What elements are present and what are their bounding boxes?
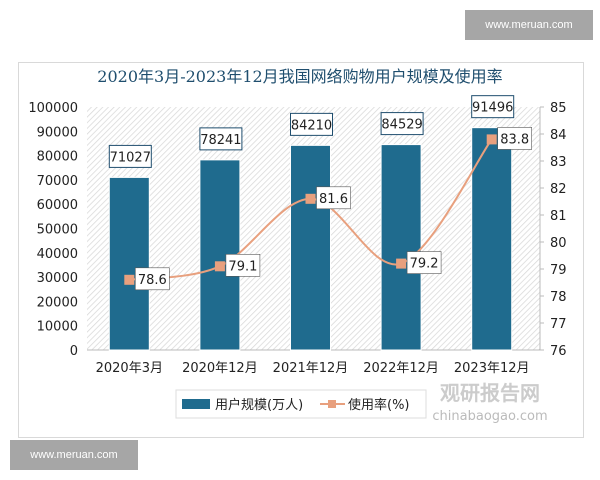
x-tick-label: 2020年12月 bbox=[182, 361, 258, 376]
bar-data-label: 71027 bbox=[110, 150, 151, 165]
logo-watermark: 观研报告网 bbox=[440, 381, 540, 405]
right-tick-label: 81 bbox=[550, 209, 567, 224]
right-tick-label: 85 bbox=[550, 101, 567, 116]
line-data-label: 79.2 bbox=[410, 257, 439, 272]
bar bbox=[471, 127, 513, 351]
bar-data-label: 84529 bbox=[381, 118, 422, 133]
legend-line-marker bbox=[328, 400, 336, 408]
chart-frame bbox=[18, 62, 584, 438]
bar-label-box bbox=[199, 127, 243, 151]
right-tick-label: 83 bbox=[550, 155, 567, 170]
left-tick-label: 90000 bbox=[37, 125, 78, 140]
line-data-label: 81.6 bbox=[319, 192, 348, 207]
left-tick-label: 80000 bbox=[37, 150, 78, 165]
legend-bar-label: 用户规模(万人) bbox=[215, 397, 303, 413]
watermark-top: www.meruan.com bbox=[465, 10, 593, 40]
right-tick-label: 78 bbox=[550, 290, 567, 305]
right-tick-label: 84 bbox=[550, 128, 567, 143]
logo-url-watermark: chinabaogao.com bbox=[432, 409, 547, 424]
legend bbox=[175, 389, 427, 419]
left-tick-label: 30000 bbox=[37, 271, 78, 286]
line-marker bbox=[214, 261, 225, 272]
x-tick-label: 2021年12月 bbox=[273, 361, 349, 376]
chart-title: 2020年3月-2023年12月我国网络购物用户规模及使用率 bbox=[97, 67, 502, 86]
left-tick-label: 20000 bbox=[37, 295, 78, 310]
bar bbox=[108, 176, 150, 351]
bar-data-label: 84210 bbox=[291, 118, 332, 133]
right-tick-label: 76 bbox=[550, 344, 567, 359]
line-label-box bbox=[225, 254, 261, 277]
legend-line-label: 使用率(%) bbox=[348, 397, 410, 413]
line-marker bbox=[486, 134, 497, 145]
bar-data-label: 78241 bbox=[200, 133, 241, 148]
left-tick-label: 60000 bbox=[37, 198, 78, 213]
bar-label-box bbox=[290, 112, 333, 136]
line-label-box bbox=[316, 186, 351, 210]
x-tick-label: 2022年12月 bbox=[363, 361, 439, 376]
bar-data-label: 91496 bbox=[472, 101, 513, 116]
line-label-box bbox=[135, 267, 170, 291]
left-tick-label: 0 bbox=[70, 344, 78, 359]
line-marker bbox=[396, 258, 407, 269]
line-label-box bbox=[497, 127, 533, 150]
bar-label-box bbox=[380, 112, 424, 136]
left-tick-label: 50000 bbox=[37, 223, 78, 238]
line-label-box bbox=[406, 251, 442, 274]
left-tick-label: 100000 bbox=[28, 101, 78, 116]
bar-label-box bbox=[471, 95, 515, 119]
bar-label-box bbox=[108, 144, 152, 168]
bar bbox=[290, 144, 331, 351]
line-marker bbox=[124, 274, 135, 285]
line-data-label: 78.6 bbox=[138, 273, 167, 288]
right-tick-label: 79 bbox=[550, 263, 567, 278]
watermark-bottom: www.meruan.com bbox=[10, 440, 138, 470]
left-tick-label: 40000 bbox=[37, 247, 78, 262]
legend-bar-swatch bbox=[182, 399, 210, 409]
x-tick-label: 2023年12月 bbox=[454, 361, 530, 376]
right-tick-label: 80 bbox=[550, 236, 567, 251]
right-tick-label: 77 bbox=[550, 317, 567, 332]
left-tick-label: 70000 bbox=[37, 174, 78, 189]
right-tick-label: 82 bbox=[550, 182, 567, 197]
bar bbox=[380, 144, 422, 351]
left-tick-label: 10000 bbox=[37, 320, 78, 335]
line-marker bbox=[305, 193, 316, 204]
line-data-label: 83.8 bbox=[500, 132, 529, 147]
x-tick-label: 2020年3月 bbox=[96, 361, 163, 376]
line-data-label: 79.1 bbox=[228, 259, 257, 274]
